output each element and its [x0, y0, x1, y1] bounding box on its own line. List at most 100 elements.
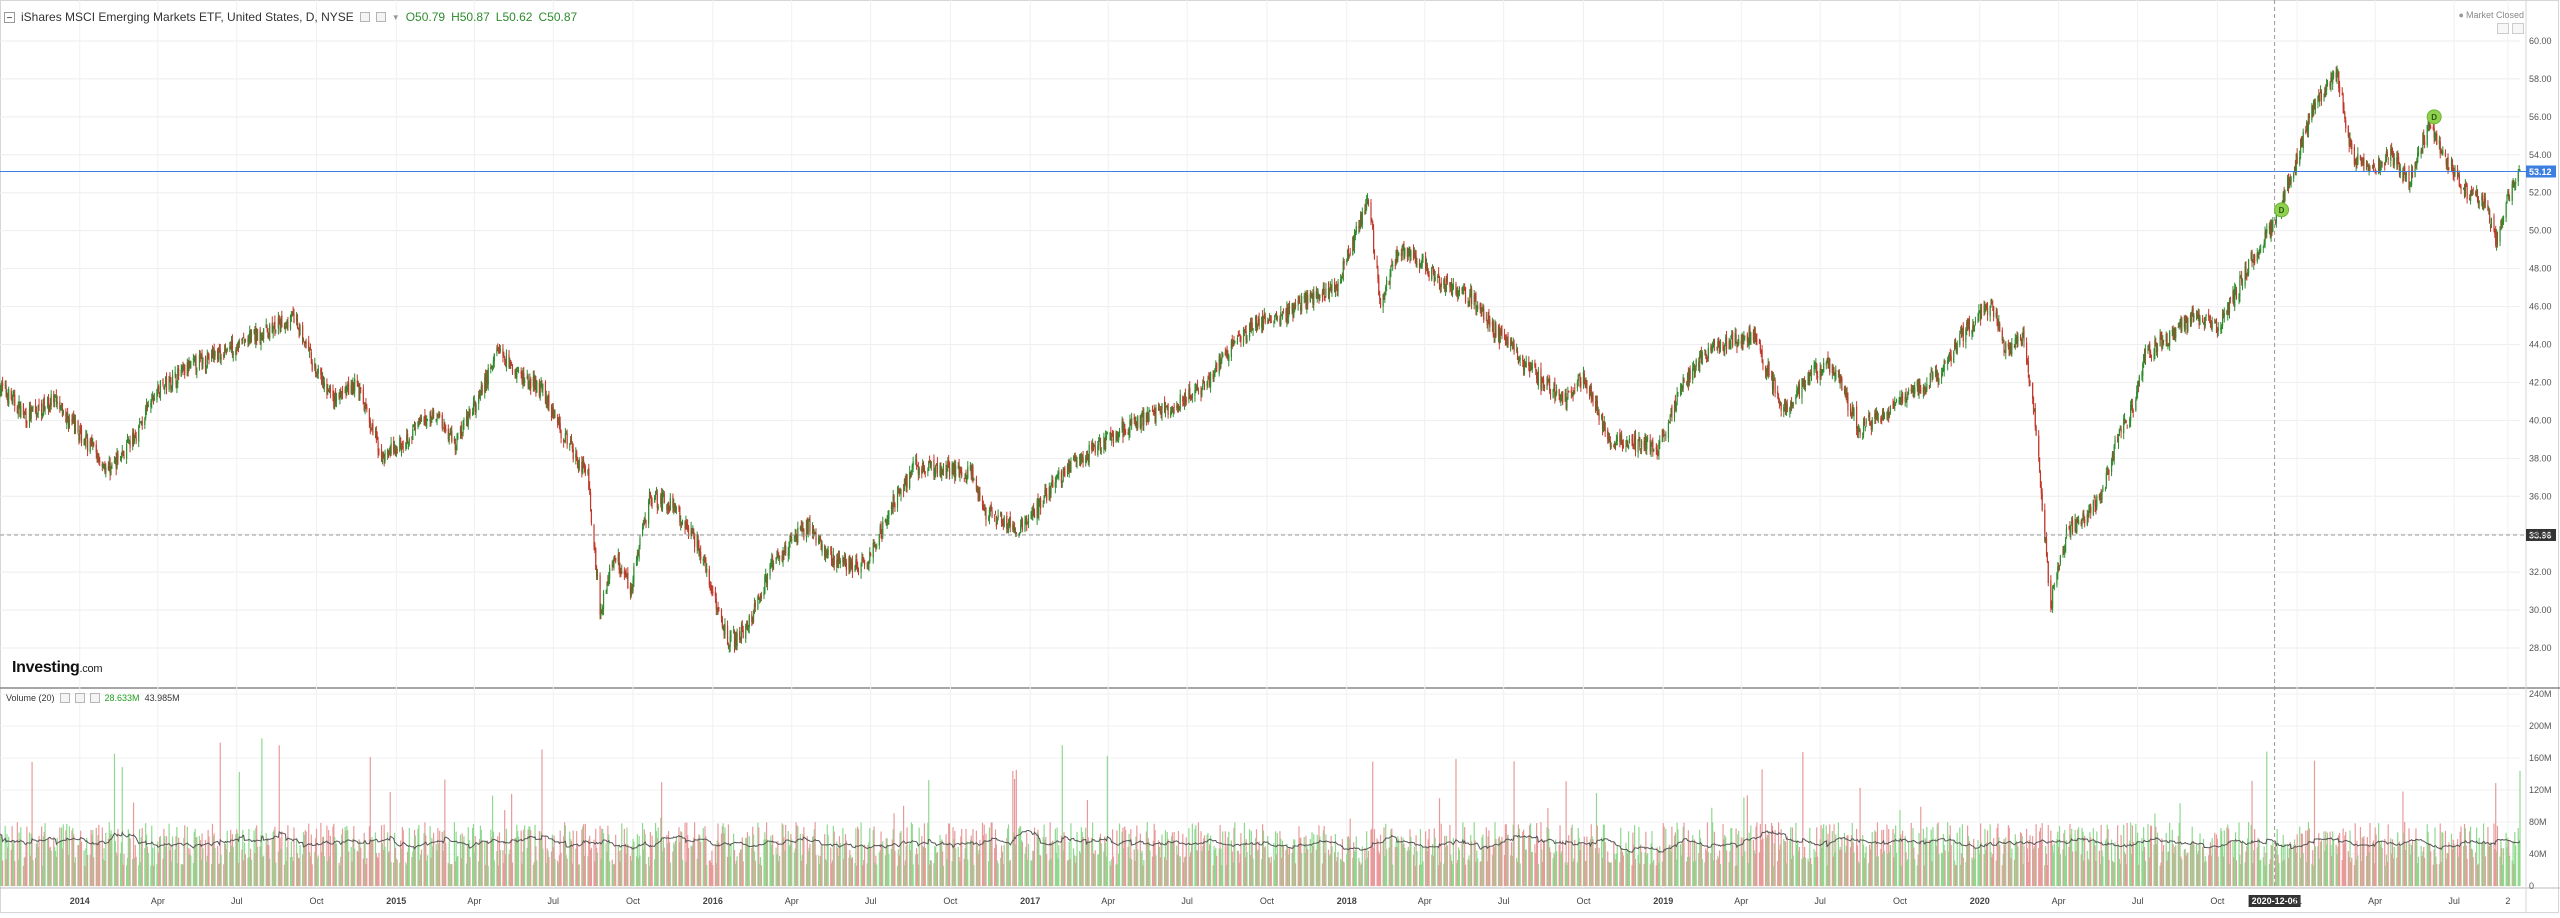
- candle-body: [166, 378, 167, 390]
- candle-body: [2387, 152, 2388, 156]
- candle-body: [214, 351, 215, 356]
- candle-body: [1325, 289, 1326, 295]
- candle-body: [1865, 427, 1866, 428]
- volume-bar: [20, 827, 21, 886]
- candle-body: [1082, 457, 1083, 462]
- candle-body: [2319, 93, 2320, 102]
- candle-body: [1493, 321, 1494, 334]
- candle-body: [2515, 182, 2516, 184]
- candle-body: [2491, 218, 2492, 227]
- candle-body: [995, 514, 996, 515]
- candle-body: [1637, 441, 1638, 453]
- volume-bar: [409, 828, 410, 886]
- candle-body: [676, 509, 677, 510]
- candle-body: [518, 370, 519, 371]
- candle-body: [407, 433, 408, 443]
- candle-body: [1799, 384, 1800, 397]
- candle-body: [1963, 326, 1964, 341]
- volume-bar: [767, 840, 768, 886]
- volume-bar: [202, 848, 203, 886]
- volume-bar: [87, 855, 88, 886]
- candle-body: [1201, 390, 1202, 396]
- candle-body: [1744, 336, 1745, 337]
- candle-body: [221, 357, 222, 358]
- candle-body: [475, 405, 476, 412]
- candle-body: [2022, 337, 2023, 345]
- candle-body: [2039, 458, 2040, 471]
- candle-body: [1659, 441, 1660, 444]
- candle-body: [251, 333, 252, 337]
- volume-bar: [500, 850, 501, 886]
- candle-body: [1058, 472, 1059, 474]
- candle-body: [1052, 480, 1053, 487]
- candle-body: [506, 353, 507, 368]
- volume-bar: [318, 855, 319, 886]
- candle-body: [548, 394, 549, 405]
- candle-body: [1289, 307, 1290, 309]
- candle-body: [360, 387, 361, 389]
- candle-body: [1835, 370, 1836, 379]
- volume-bar: [257, 847, 258, 886]
- volume-bar: [803, 827, 804, 886]
- candle-body: [591, 510, 592, 524]
- candle-body: [955, 466, 956, 477]
- candle-body: [1422, 256, 1423, 258]
- volume-bar: [51, 851, 52, 886]
- candle-body: [1428, 275, 1429, 277]
- candle-body: [1064, 472, 1065, 473]
- candle-body: [1441, 283, 1442, 287]
- volume-bar: [81, 842, 82, 886]
- candle-body: [639, 538, 640, 546]
- candle-body: [1969, 318, 1970, 331]
- volume-bar: [518, 837, 519, 886]
- candle-body: [2290, 177, 2291, 183]
- candle-body: [69, 419, 70, 427]
- candle-body: [1283, 312, 1284, 313]
- candle-body: [1143, 412, 1144, 425]
- candle-body: [2119, 430, 2120, 436]
- candle-body: [1207, 380, 1208, 383]
- candle-body: [312, 362, 313, 370]
- candle-body: [1953, 352, 1954, 363]
- candle-body: [403, 447, 404, 448]
- candle-body: [2193, 316, 2194, 318]
- candle-body: [2199, 317, 2200, 324]
- candle-body: [1930, 373, 1931, 385]
- candle-body: [126, 444, 127, 459]
- candle-body: [821, 544, 822, 552]
- volume-bar: [403, 830, 404, 886]
- candle-body: [136, 437, 137, 441]
- volume-bar: [743, 861, 744, 886]
- volume-bar: [609, 861, 610, 886]
- candle-body: [2038, 436, 2039, 457]
- candle-body: [160, 381, 161, 396]
- volume-bar: [372, 840, 373, 886]
- candle-body: [2236, 290, 2237, 298]
- candle-body: [1237, 338, 1238, 344]
- candle-body: [1668, 422, 1669, 438]
- candle-body: [583, 460, 584, 462]
- candle-body: [1914, 387, 1915, 393]
- candle-body: [961, 472, 962, 477]
- candle-body: [1324, 289, 1325, 294]
- volume-bar: [573, 831, 574, 886]
- volume-bar: [773, 855, 774, 886]
- volume-bar: [627, 844, 628, 886]
- candle-body: [2072, 520, 2073, 532]
- candle-body: [1774, 380, 1775, 393]
- candle-body: [991, 511, 992, 517]
- volume-bar: [172, 837, 173, 886]
- candle-body: [2065, 539, 2066, 552]
- candle-body: [1859, 430, 1860, 434]
- candle-body: [1174, 407, 1175, 408]
- candle-body: [1850, 408, 1851, 411]
- candle-body: [1246, 338, 1247, 343]
- candle-body: [808, 521, 809, 535]
- volume-bar: [834, 832, 835, 886]
- volume-bar: [815, 855, 816, 886]
- candle-body: [2066, 528, 2067, 538]
- candle-body: [1161, 403, 1162, 414]
- candle-body: [172, 375, 173, 386]
